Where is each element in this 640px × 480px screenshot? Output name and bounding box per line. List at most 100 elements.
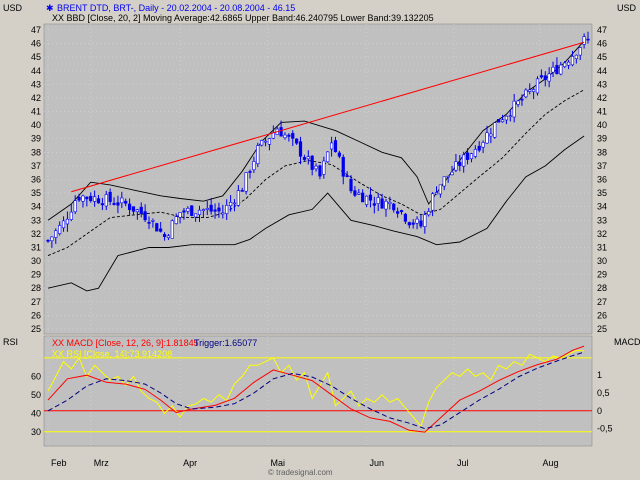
candle-body <box>260 140 264 146</box>
candle-body <box>166 235 171 238</box>
candle-body <box>124 200 128 204</box>
candle-body <box>65 218 70 225</box>
candle-body <box>89 195 93 202</box>
price-tick-label-right: 26 <box>597 310 607 320</box>
candle-body <box>481 142 485 148</box>
price-tick-label-left: 25 <box>31 324 41 334</box>
candle-body <box>135 209 139 213</box>
macd-legend: XX MACD [Close, 12, 26, 9]:1.81845 <box>52 338 199 348</box>
candle-body <box>508 115 512 117</box>
price-tick-label-right: 27 <box>597 297 607 307</box>
candle-body <box>228 202 233 207</box>
candle-body <box>547 73 551 82</box>
candle-body <box>333 140 338 153</box>
candle-body <box>131 206 136 212</box>
candle-body <box>450 171 454 176</box>
price-tick-label-left: 36 <box>31 175 41 185</box>
candle-body <box>108 191 112 202</box>
candle-body <box>438 184 442 195</box>
candle-body <box>469 153 474 160</box>
macd-trigger-legend: Trigger:1.65077 <box>194 338 257 348</box>
rsi-tick-label: 30 <box>31 427 41 437</box>
candle-body <box>256 145 260 164</box>
lower-band-line <box>47 135 585 292</box>
rsi-tick-label: 40 <box>31 408 41 418</box>
candle-body <box>485 132 489 144</box>
candle-body <box>512 100 516 118</box>
candle-body <box>96 198 101 204</box>
candle-body <box>353 190 357 196</box>
candle-body <box>357 192 361 195</box>
candlesticks <box>46 31 590 248</box>
candle-body <box>248 171 252 173</box>
candle-body <box>516 100 520 105</box>
price-tick-label-left: 32 <box>31 229 41 239</box>
candle-body <box>186 208 190 212</box>
rsi-tick-label: 60 <box>31 371 41 381</box>
candle-body <box>155 223 159 232</box>
candle-body <box>570 56 575 66</box>
price-tick-label-right: 29 <box>597 270 607 280</box>
price-tick-label-left: 27 <box>31 297 41 307</box>
macd-tick-label: 1 <box>597 370 602 380</box>
price-tick-label-left: 46 <box>31 39 41 49</box>
price-icon: ✱ <box>46 3 54 13</box>
indicator-panel <box>43 335 593 447</box>
price-tick-label-right: 45 <box>597 52 607 62</box>
candle-body <box>112 203 116 205</box>
candle-body <box>497 119 501 123</box>
candle-body <box>279 127 283 137</box>
candle-body <box>539 75 543 78</box>
rsi-tick-label: 50 <box>31 390 41 400</box>
candle-body <box>69 211 73 220</box>
candle-body <box>201 209 205 211</box>
price-tick-label-right: 31 <box>597 242 607 252</box>
candle-body <box>345 175 349 178</box>
price-tick-label-right: 46 <box>597 39 607 49</box>
candle-body <box>143 211 147 221</box>
candle-body <box>310 155 314 170</box>
indicator-lines <box>44 345 592 433</box>
candle-body <box>500 119 505 123</box>
price-tick-label-left: 33 <box>31 215 41 225</box>
candle-body <box>174 216 178 224</box>
candle-body <box>116 202 120 206</box>
candle-body <box>314 165 318 170</box>
price-tick-label-left: 31 <box>31 242 41 252</box>
price-tick-label-right: 41 <box>597 107 607 117</box>
price-tick-label-left: 35 <box>31 188 41 198</box>
candle-body <box>489 133 493 137</box>
candle-body <box>555 64 559 74</box>
candle-body <box>232 202 237 205</box>
candle-body <box>236 190 240 206</box>
price-tick-label-right: 42 <box>597 93 607 103</box>
month-label: Feb <box>51 458 67 468</box>
candle-body <box>283 134 287 139</box>
candle-body <box>306 156 310 160</box>
resistance-trendline <box>71 41 585 193</box>
price-tick-label-right: 35 <box>597 188 607 198</box>
candle-body <box>291 133 295 139</box>
candle-body <box>81 195 85 202</box>
candle-body <box>50 236 54 242</box>
candle-body <box>532 89 536 92</box>
month-label: Aug <box>542 458 558 468</box>
price-tick-label-right: 33 <box>597 215 607 225</box>
candle-body <box>427 211 431 216</box>
candle-body <box>423 214 427 227</box>
price-tick-label-right: 47 <box>597 25 607 35</box>
candle-body <box>368 194 373 201</box>
candle-body <box>104 194 108 207</box>
candle-body <box>287 134 291 137</box>
candle-body <box>337 152 341 157</box>
candle-body <box>151 220 155 222</box>
candle-body <box>396 211 400 214</box>
macd-tick-label: 0,5 <box>597 388 610 398</box>
candle-body <box>302 157 307 160</box>
candle-body <box>225 205 229 214</box>
candle-body <box>493 122 497 138</box>
candle-body <box>240 190 244 192</box>
candle-body <box>100 203 104 206</box>
candle-body <box>520 98 524 101</box>
bbd-legend: XX BBD [Close, 20, 2] Moving Average:42.… <box>52 13 434 23</box>
